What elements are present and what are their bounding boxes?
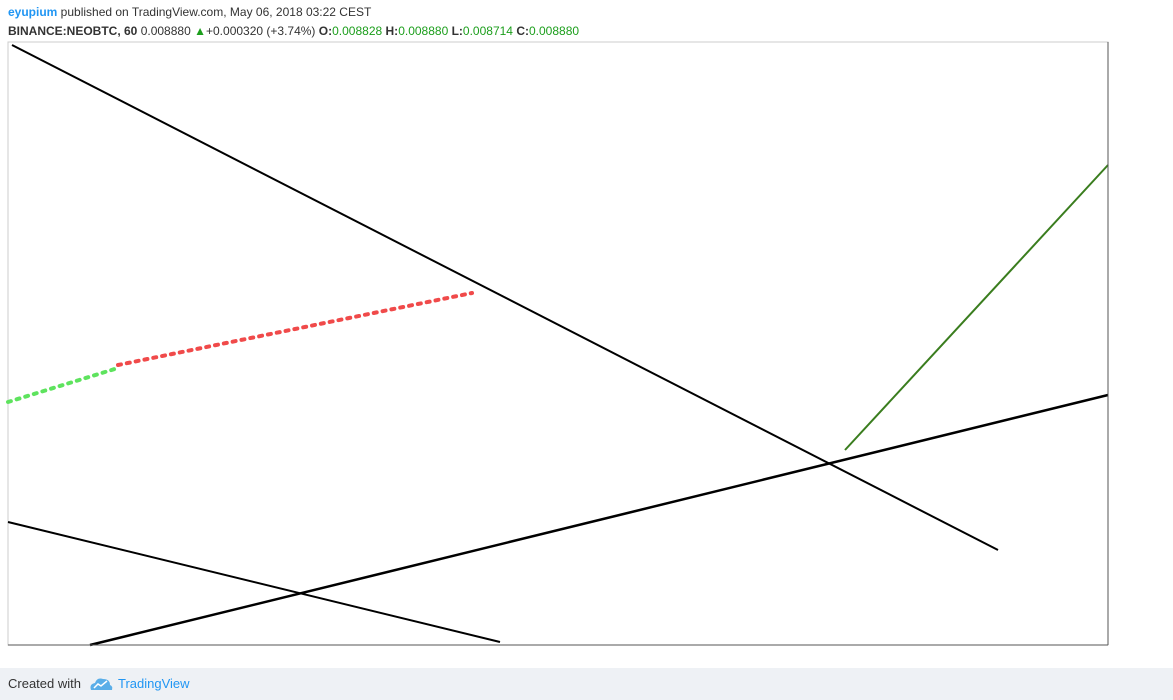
brand[interactable]: TradingView — [118, 676, 190, 691]
plot-frame — [7, 41, 1109, 646]
trend-line — [89, 393, 1109, 647]
price: 0.008880 — [140, 24, 191, 38]
trend-line — [844, 164, 1109, 451]
dotted-line — [116, 291, 474, 367]
l-label: L: — [451, 24, 463, 38]
o: 0.008828 — [332, 24, 383, 38]
chart — [6, 41, 1109, 647]
arrow: ▲ — [194, 24, 206, 38]
l: 0.008714 — [462, 24, 513, 38]
h: 0.008880 — [398, 24, 449, 38]
dotted-line — [6, 366, 120, 404]
symbol: BINANCE:NEOBTC, 60 — [8, 24, 138, 38]
created: Created with — [8, 676, 81, 691]
header-line: BINANCE:NEOBTC, 60 0.008880 ▲+0.000320 (… — [8, 22, 579, 41]
header-line: eyupium published on TradingView.com, Ma… — [8, 3, 579, 22]
trend-line — [7, 521, 501, 643]
c-label: C: — [516, 24, 529, 38]
logo — [90, 678, 113, 690]
trend-line — [11, 44, 999, 551]
h-label: H: — [385, 24, 399, 38]
o-label: O: — [318, 24, 333, 38]
change: +0.000320 (+3.74%) — [206, 24, 316, 38]
user: eyupium — [8, 5, 58, 19]
published: published on TradingView.com, May 06, 20… — [57, 5, 372, 19]
header: eyupium published on TradingView.com, Ma… — [8, 3, 579, 41]
c: 0.008880 — [529, 24, 580, 38]
footer: Created with TradingView — [0, 668, 1173, 700]
